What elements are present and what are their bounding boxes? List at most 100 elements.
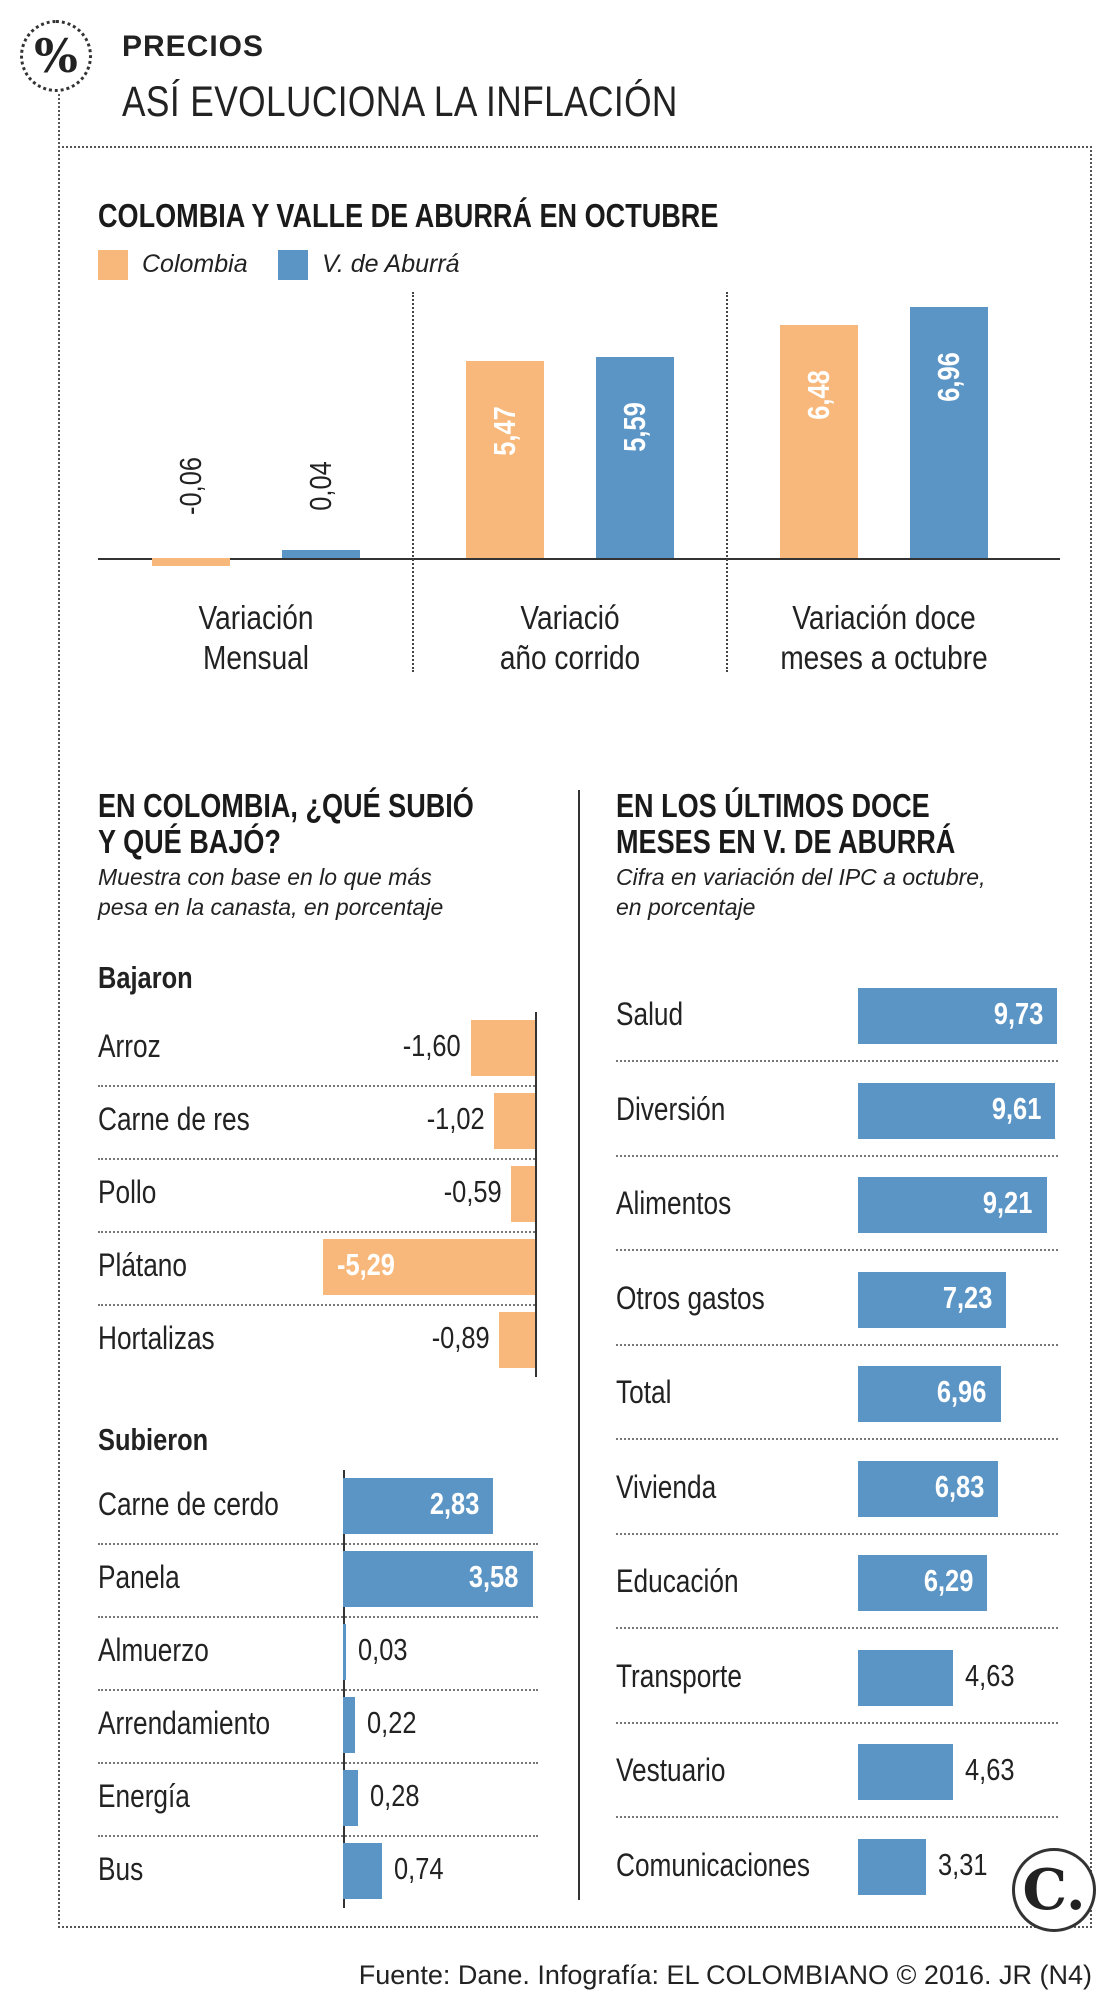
aburra-bar [858, 1460, 998, 1517]
subieron-value: 3,58 [458, 1559, 518, 1595]
bajaron-value: -1,60 [390, 1028, 461, 1064]
chart2-title-line-1: EN COLOMBIA, ¿QUÉ SUBIÓ [98, 787, 474, 824]
bajaron-bar [511, 1166, 535, 1222]
aburra-row-label: Alimentos [616, 1185, 757, 1222]
subieron-row-label-text: Almuerzo [98, 1632, 209, 1668]
content-frame [58, 146, 1092, 1928]
subieron-value-text: 0,03 [358, 1632, 408, 1667]
aburra-row-label-text: Total [616, 1374, 672, 1410]
chart1-title-text: COLOMBIA Y VALLE DE ABURRÁ EN OCTUBRE [98, 197, 719, 234]
bajaron-value-text: -1,60 [403, 1028, 461, 1063]
chart1-bar-colombia [466, 361, 544, 558]
aburra-row-label-text: Otros gastos [616, 1279, 765, 1316]
bajaron-row-label: Carne de res [98, 1101, 283, 1138]
bajaron-value: -5,29 [337, 1247, 408, 1283]
bajaron-row-label: Pollo [98, 1174, 169, 1211]
aburra-bar [858, 1838, 926, 1895]
aburra-value-text: 9,61 [991, 1090, 1042, 1126]
row-separator [616, 1343, 1058, 1346]
aburra-bar [858, 1555, 987, 1611]
chart1-bar-aburra [282, 550, 360, 558]
aburra-row-label-text: Educación [616, 1563, 739, 1599]
chart1-category-label-line: Mensual [202, 639, 310, 676]
row-separator [98, 1304, 535, 1306]
subieron-value: 0,22 [367, 1705, 427, 1741]
bajaron-value: -1,02 [414, 1101, 485, 1137]
aburra-value: 3,31 [938, 1847, 998, 1883]
aburra-bar [858, 1366, 1001, 1422]
bajaron-value-text: -1,02 [426, 1101, 485, 1136]
chart1-group-divider [726, 292, 728, 672]
row-separator [98, 1543, 538, 1545]
aburra-bar [858, 988, 1058, 1044]
chart2-subtitle-line-2: pesa en la canasta, en porcentaje [98, 894, 444, 920]
aburra-value: 6,96 [926, 1374, 986, 1410]
chart2-title-line-2: Y QUÉ BAJÓ? [98, 823, 281, 860]
subieron-row-label: Almuerzo [98, 1632, 233, 1669]
aburra-bar [858, 1177, 1047, 1233]
aburra-bar [858, 1082, 1055, 1139]
row-separator [98, 1835, 538, 1837]
subieron-row-label-text: Energía [98, 1778, 190, 1814]
aburra-row-label-text: Comunicaciones [616, 1846, 810, 1883]
subieron-row-label-text: Arrendamiento [98, 1705, 271, 1741]
aburra-row-label: Vestuario [616, 1752, 749, 1789]
subieron-value: 0,74 [394, 1851, 454, 1887]
aburra-value: 9,21 [972, 1185, 1032, 1221]
subieron-value: 0,28 [370, 1778, 430, 1814]
chart2-title: EN COLOMBIA, ¿QUÉ SUBIÓ Y QUÉ BAJÓ? [98, 788, 556, 860]
section-divider [578, 790, 580, 1900]
aburra-row-label: Salud [616, 996, 698, 1033]
chart1-category-label-line: año corrido [499, 639, 641, 676]
aburra-row-label: Total [616, 1374, 684, 1411]
chart1-category-label: Variación Mensual [96, 598, 416, 678]
chart1-plot: -0,06 5,47 6,48 0,04 5,59 6,96 Variación Mensua… [0, 0, 1120, 700]
chart1-bar-colombia [152, 558, 230, 566]
bajaron-value-text: -0,89 [431, 1320, 490, 1355]
bajaron-value: -0,59 [431, 1174, 501, 1210]
aburra-row-label-text: Transporte [616, 1657, 742, 1694]
aburra-row-label: Transporte [616, 1658, 770, 1695]
subieron-row-label-text: Panela [98, 1559, 180, 1595]
percent-icon: % [20, 20, 92, 92]
aburra-value-text: 9,73 [993, 996, 1044, 1031]
subieron-row-label: Bus [98, 1851, 153, 1888]
page-title-text: ASÍ EVOLUCIONA LA INFLACIÓN [122, 78, 678, 126]
aburra-value-text: 4,63 [964, 1752, 1015, 1787]
chart1-category-label-line: Variación doce [792, 599, 976, 636]
chart1-bar-colombia [780, 324, 858, 558]
aburra-value-text: 9,21 [983, 1185, 1033, 1220]
chart2-subtitle: Muestra con base en lo que más pesa en l… [98, 862, 443, 922]
section-kicker: PRECIOS [122, 30, 265, 63]
row-separator [616, 1438, 1058, 1440]
aburra-value: 9,61 [981, 1091, 1041, 1127]
source-footer: Fuente: Dane. Infografía: EL COLOMBIANO … [358, 1960, 1092, 1990]
bajaron-row-label-text: Plátano [98, 1247, 187, 1283]
bajaron-row-label-text: Pollo [98, 1174, 157, 1210]
row-separator [616, 1721, 1058, 1724]
bajaron-value: -0,89 [419, 1320, 490, 1356]
aburra-row-label-text: Vestuario [616, 1752, 726, 1788]
chart1-group-divider [412, 292, 414, 672]
aburra-value: 6,83 [924, 1469, 984, 1505]
row-separator [98, 1689, 538, 1691]
chart1-title: COLOMBIA Y VALLE DE ABURRÁ EN OCTUBRE [98, 198, 855, 234]
subieron-bar [343, 1697, 355, 1753]
group-heading-subieron: Subieron [98, 1422, 232, 1458]
aburra-value: 4,63 [965, 1752, 1025, 1788]
row-separator [616, 1627, 1058, 1629]
subieron-row-label: Energía [98, 1778, 210, 1815]
chart3-subtitle-line-2: en porcentaje [616, 894, 756, 920]
subieron-value-text: 0,74 [394, 1851, 444, 1886]
subieron-value-text: 2,83 [429, 1486, 479, 1521]
chart1-category-label-line: meses a octubre [780, 639, 988, 676]
aburra-value-text: 6,29 [923, 1563, 973, 1598]
aburra-row-label-text: Salud [616, 996, 684, 1032]
aburra-bar [858, 1649, 953, 1706]
chart1-category-label: Variació año corrido [410, 598, 730, 678]
aburra-value: 7,23 [932, 1280, 992, 1316]
page-title: ASÍ EVOLUCIONA LA INFLACIÓN [122, 78, 800, 127]
subieron-row-label: Carne de cerdo [98, 1486, 319, 1523]
bajaron-row-label-text: Carne de res [98, 1101, 250, 1137]
